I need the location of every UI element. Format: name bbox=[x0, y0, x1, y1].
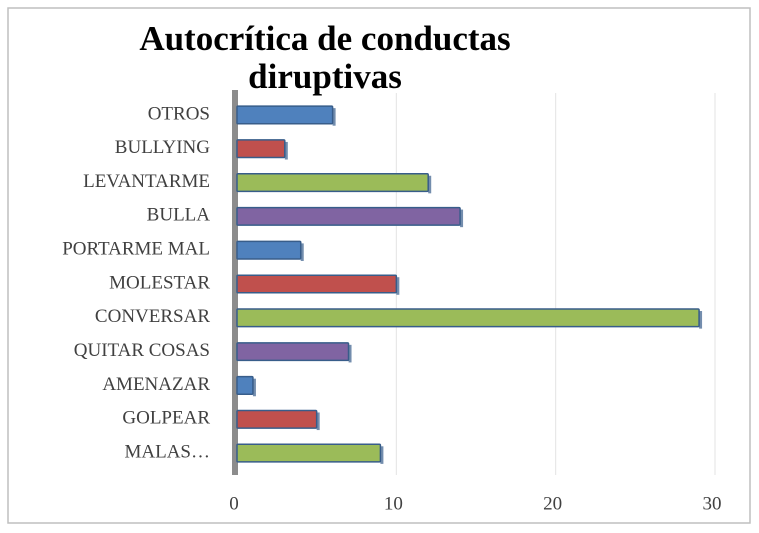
y-tick-label: BULLYING bbox=[115, 137, 210, 158]
bar-depth bbox=[428, 175, 432, 194]
bar bbox=[236, 375, 254, 395]
x-tick-label: 20 bbox=[543, 493, 562, 514]
x-tick-label: 10 bbox=[384, 493, 403, 514]
bar bbox=[236, 206, 461, 226]
bar bbox=[236, 240, 302, 260]
chart-frame bbox=[7, 7, 751, 524]
bar-depth bbox=[380, 446, 384, 464]
axis-wall bbox=[232, 90, 238, 475]
bar-depth bbox=[348, 344, 352, 363]
bar-depth bbox=[396, 277, 400, 295]
bar bbox=[236, 308, 700, 328]
bar bbox=[236, 139, 286, 159]
bar bbox=[236, 443, 382, 463]
bar bbox=[236, 274, 398, 294]
chart-title: Autocrítica de conductas diruptivas bbox=[139, 19, 511, 96]
y-tick-label: OTROS bbox=[148, 103, 210, 124]
bar bbox=[236, 342, 350, 362]
x-tick-label: 30 bbox=[703, 493, 722, 514]
x-tick-label: 0 bbox=[229, 493, 239, 514]
bar-depth bbox=[699, 311, 703, 329]
y-tick-label: PORTARME MAL bbox=[62, 239, 210, 260]
bar-depth bbox=[460, 209, 464, 228]
y-tick-label: QUITAR COSAS bbox=[74, 340, 210, 361]
bar-depth bbox=[284, 141, 288, 160]
bar-depth bbox=[332, 108, 336, 126]
y-tick-label: CONVERSAR bbox=[95, 306, 210, 327]
bar-depth bbox=[316, 412, 320, 431]
bar bbox=[236, 105, 334, 125]
y-tick-label: GOLPEAR bbox=[122, 408, 210, 429]
bar bbox=[236, 409, 318, 429]
y-tick-label: LEVANTARME bbox=[83, 171, 210, 192]
y-tick-label: MOLESTAR bbox=[109, 272, 210, 293]
y-tick-label: BULLA bbox=[147, 205, 211, 226]
y-tick-label: AMENAZAR bbox=[102, 374, 210, 395]
bar-depth bbox=[252, 378, 256, 397]
bar bbox=[236, 173, 429, 193]
y-tick-label: MALAS… bbox=[124, 441, 210, 462]
bar-depth bbox=[300, 243, 304, 261]
